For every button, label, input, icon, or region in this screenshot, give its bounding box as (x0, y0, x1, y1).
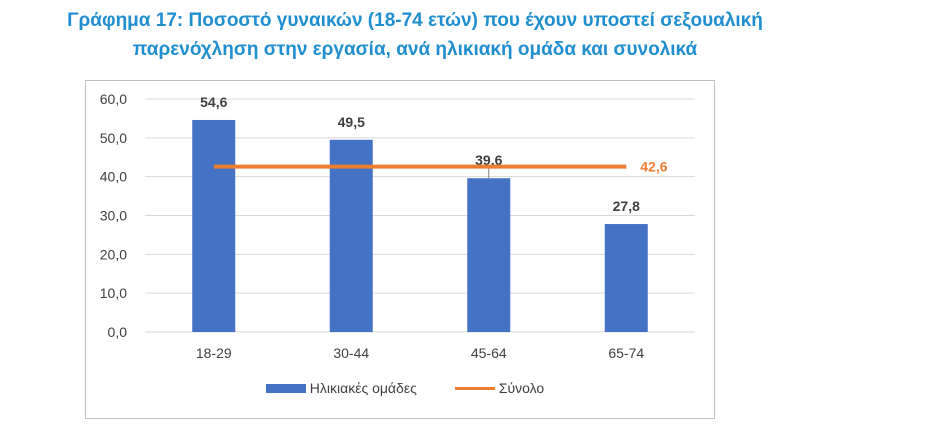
legend-label-bars: Ηλικιακές ομάδες (309, 380, 417, 396)
bar-data-label: 39,6 (475, 152, 502, 168)
y-tick-label: 60,0 (100, 91, 127, 107)
bar-data-label: 54,6 (200, 94, 227, 110)
legend-swatch-total (454, 386, 495, 390)
y-tick-label: 0,0 (108, 324, 128, 340)
y-tick-label: 20,0 (100, 246, 127, 262)
chart-title-line-1: Γράφημα 17: Ποσοστό γυναικών (18-74 ετών… (67, 10, 763, 31)
x-tick-label: 30-44 (333, 345, 369, 361)
bar (467, 178, 511, 332)
bar-data-label: 49,5 (338, 114, 365, 130)
legend-item-bars: Ηλικιακές ομάδες (265, 380, 417, 396)
legend-item-total: Σύνολο (454, 380, 545, 396)
total-line-label: 42,6 (640, 159, 667, 175)
y-tick-label: 30,0 (100, 208, 127, 224)
chart-legend: Ηλικιακές ομάδες Σύνολο (0, 380, 810, 396)
bar (192, 119, 236, 332)
x-tick-label: 45-64 (471, 345, 507, 361)
bar (329, 139, 373, 332)
legend-swatch-bars (265, 383, 306, 393)
y-tick-label: 40,0 (100, 169, 127, 185)
bar (604, 224, 648, 332)
x-tick-label: 18-29 (196, 345, 232, 361)
y-tick-label: 10,0 (100, 285, 127, 301)
y-tick-label: 50,0 (100, 130, 127, 146)
chart-title: Γράφημα 17: Ποσοστό γυναικών (18-74 ετών… (0, 6, 830, 64)
x-tick-label: 65-74 (608, 345, 644, 361)
bar-data-label: 27,8 (613, 198, 640, 214)
chart-title-line-2: παρενόχληση στην εργασία, ανά ηλικιακή ο… (132, 39, 698, 60)
legend-label-total: Σύνολο (498, 380, 545, 396)
